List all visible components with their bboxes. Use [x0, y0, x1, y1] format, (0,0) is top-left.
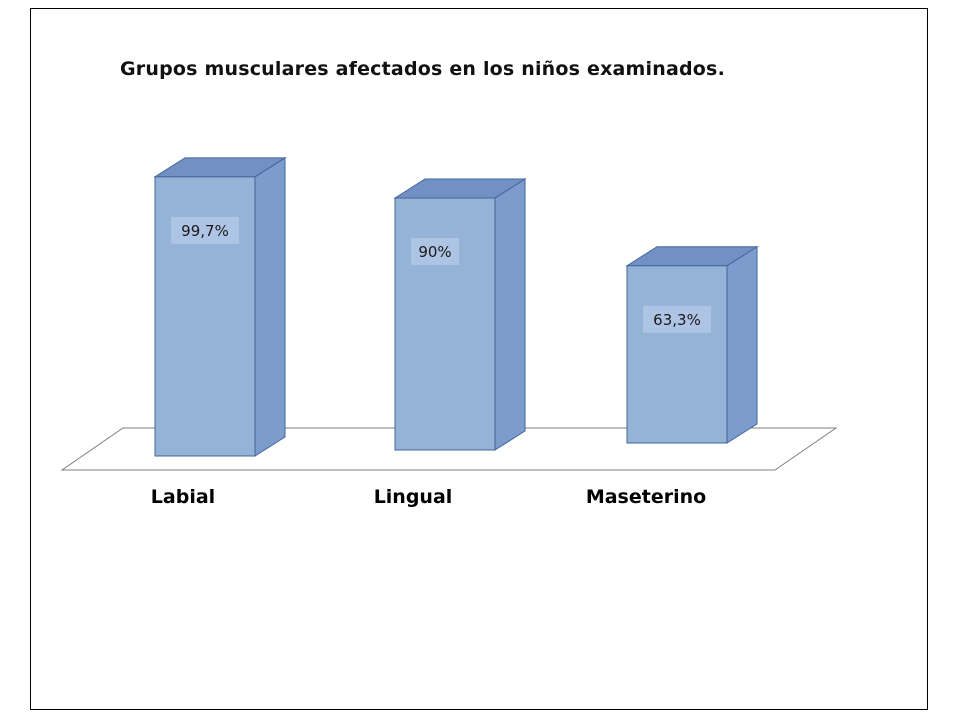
bar-front-face [394, 197, 496, 451]
bar-value-label: 99,7% [181, 222, 229, 240]
chart-title: Grupos musculares afectados en los niños… [120, 58, 725, 80]
bar-value-label: 63,3% [653, 311, 701, 329]
bar-category-label: Lingual [374, 486, 453, 508]
bar-value-label: 90% [418, 243, 451, 261]
bar-category-label: Labial [151, 486, 215, 508]
bar-side-face [494, 178, 526, 451]
bar-value-label-bg [411, 238, 459, 265]
bar-category-label: Maseterino [586, 486, 706, 508]
bar-side-face [254, 156, 286, 457]
bar-side-face [726, 245, 758, 444]
slide-border [30, 8, 928, 710]
bar-value-label-bg [643, 305, 711, 333]
bar-front-face [626, 265, 728, 444]
bar-value-label-bg [171, 216, 239, 244]
